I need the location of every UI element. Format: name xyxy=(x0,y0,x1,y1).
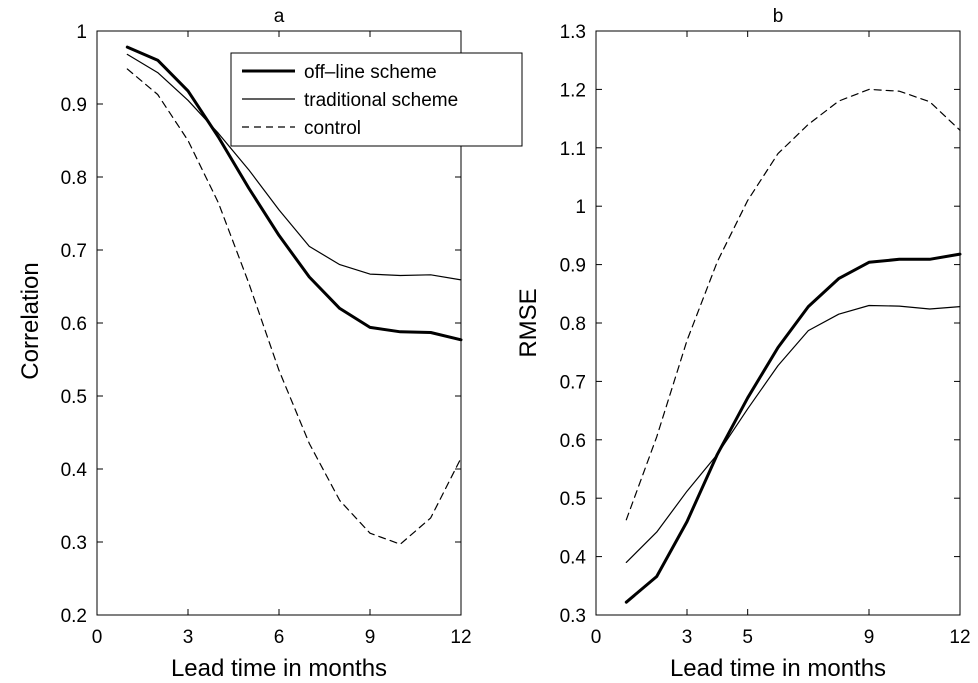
panel-a-y-tick-label: 1 xyxy=(76,22,87,43)
panel-a-y-tick-label: 0.4 xyxy=(61,460,88,481)
panel-b-y-tick-label: 0.3 xyxy=(560,606,586,627)
legend-label-traditional-scheme: traditional scheme xyxy=(304,90,458,111)
panel-a-y-axis-label: Correlation xyxy=(17,262,44,379)
panel-a-y-tick-label: 0.5 xyxy=(61,387,87,408)
panel-a-plot-frame xyxy=(96,30,462,616)
panel-b-x-tick-label: 9 xyxy=(864,627,875,648)
panel-a-series-control xyxy=(126,68,462,545)
legend-label-off-line-scheme: off–line scheme xyxy=(304,62,437,83)
panel-b-y-tick-label: 0.9 xyxy=(560,256,586,277)
panel-a-x-axis-label: Lead time in months xyxy=(171,655,387,682)
legend: off–line scheme traditional scheme contr… xyxy=(230,52,523,147)
panel-a-y-tick-label: 0.2 xyxy=(61,606,87,627)
panel-a-x-tick-label: 9 xyxy=(365,627,376,648)
panel-b-y-tick-label: 0.8 xyxy=(560,314,586,335)
panel-b-y-tick-label: 1.3 xyxy=(560,22,586,43)
panel-a-x-tick-label: 3 xyxy=(183,627,194,648)
panel-b-title: b xyxy=(773,6,784,27)
panel-a-y-tick-label: 0.7 xyxy=(61,241,87,262)
panel-b-ticks: 0 3 5 9 12 0.3 0.4 0.5 0.6 0.7 0.8 0.9 1 1.1 1.2 1.3 xyxy=(560,22,971,648)
panel-b-plot-frame xyxy=(595,30,961,616)
panel-a-y-tick-label: 0.9 xyxy=(61,95,87,116)
panel-a-series-off-line-scheme xyxy=(125,45,463,342)
panel-a-x-tick-label: 0 xyxy=(92,627,103,648)
panel-b-y-tick-label: 0.6 xyxy=(560,431,586,452)
panel-b-series-off-line-scheme xyxy=(624,252,962,604)
panel-b-y-tick-label: 0.4 xyxy=(560,548,587,569)
panel-a-title: a xyxy=(274,6,285,27)
panel-b-y-tick-label: 1.1 xyxy=(560,139,586,160)
panel-b-y-tick-label: 0.7 xyxy=(560,372,586,393)
panel-a-x-tick-label: 6 xyxy=(274,627,285,648)
panel-b-y-axis-label: RMSE xyxy=(515,288,542,357)
panel-a-y-tick-label: 0.3 xyxy=(61,533,87,554)
panel-a-correlation: a Correlation Lead time in months 0 3 6 9 12… xyxy=(17,6,523,682)
panel-a-y-tick-label: 0.6 xyxy=(61,314,87,335)
panel-a-ticks: 0 3 6 9 12 0.2 0.3 0.4 0.5 0.6 0.7 0.8 0.9 1 xyxy=(61,22,472,648)
panel-b-x-tick-label: 12 xyxy=(949,627,970,648)
legend-label-control: control xyxy=(304,118,361,139)
panel-b-x-tick-label: 0 xyxy=(591,627,602,648)
panel-b-x-axis-label: Lead time in months xyxy=(670,655,886,682)
panel-b-y-tick-label: 1 xyxy=(575,197,586,218)
panel-a-y-tick-label: 0.8 xyxy=(61,168,87,189)
panel-b-x-tick-label: 3 xyxy=(682,627,693,648)
panel-b-y-tick-label: 0.5 xyxy=(560,489,586,510)
panel-b-x-tick-label: 5 xyxy=(742,627,753,648)
panel-a-series xyxy=(125,45,463,545)
panel-a-x-tick-label: 12 xyxy=(450,627,471,648)
panel-b-series-traditional-scheme xyxy=(625,304,961,564)
panel-b-series-control xyxy=(625,88,961,521)
panel-b-rmse: b RMSE Lead time in months 0 3 5 9 120.30.40… xyxy=(515,6,971,682)
panel-b-series xyxy=(624,88,962,604)
panel-a-series-traditional-scheme xyxy=(126,53,462,281)
panel-b-y-tick-label: 1.2 xyxy=(560,80,586,101)
